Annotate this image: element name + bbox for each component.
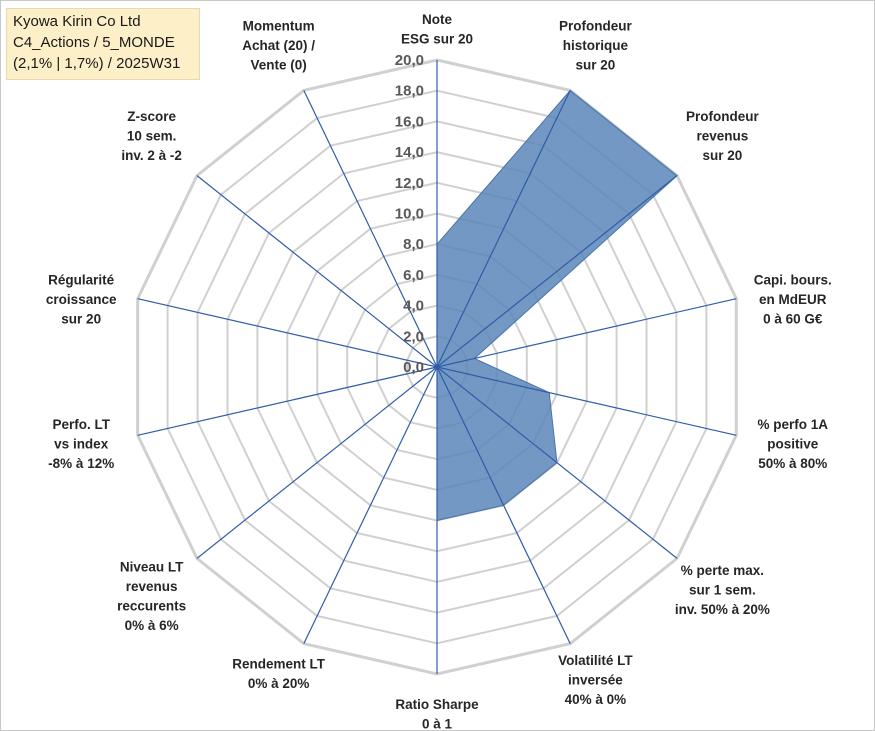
spoke-2 bbox=[436, 175, 678, 368]
axis-label-4-line-1: positive bbox=[767, 437, 819, 452]
axis-label-4: % perfo 1A positive 50% à 80% bbox=[758, 417, 829, 471]
chart-title-line-category: C4_Actions / 5_MONDE bbox=[13, 34, 175, 51]
axis-label-13-line-1: Achat (20) / bbox=[242, 38, 315, 53]
axis-label-3-line-0: Capi. bours. bbox=[754, 272, 832, 287]
axis-label-12-line-1: 10 sem. bbox=[127, 128, 177, 143]
spoke-6 bbox=[436, 366, 571, 644]
axis-label-7-line-0: Ratio Sharpe bbox=[395, 697, 479, 712]
tick-label-0: 0,0 bbox=[403, 359, 424, 376]
radar-tick-labels: 0,0 2,0 4,0 6,0 8,0 10,0 12,0 14,0 16,0 18,0 20,0 bbox=[395, 52, 424, 376]
axis-label-2-line-2: sur 20 bbox=[703, 148, 743, 163]
radar-series-area bbox=[294, 89, 678, 522]
axis-label-0: Note ESG sur 20 bbox=[401, 12, 473, 47]
tick-label-2: 4,0 bbox=[403, 298, 424, 315]
series-area-0 bbox=[294, 89, 678, 522]
axis-label-9-line-2: reccurents bbox=[117, 599, 186, 614]
axis-label-5-line-1: sur 1 sem. bbox=[689, 582, 756, 597]
spoke-13 bbox=[303, 90, 438, 368]
axis-label-1: Profondeur historique sur 20 bbox=[559, 19, 632, 73]
tick-label-7: 14,0 bbox=[395, 144, 424, 161]
axis-label-7-line-1: 0 à 1 bbox=[422, 717, 453, 731]
tick-label-6: 12,0 bbox=[395, 175, 424, 192]
axis-label-11-line-1: croissance bbox=[46, 292, 117, 307]
axis-label-4-line-0: % perfo 1A bbox=[758, 417, 829, 432]
tick-label-10: 20,0 bbox=[395, 52, 424, 69]
axis-label-4-line-2: 50% à 80% bbox=[758, 456, 827, 471]
chart-title-line-period: (2,1% | 1,7%) / 2025W31 bbox=[13, 55, 181, 72]
axis-label-6-line-2: 40% à 0% bbox=[565, 692, 627, 707]
axis-label-11: Régularité croissance sur 20 bbox=[46, 272, 117, 326]
axis-label-10-line-1: vs index bbox=[54, 437, 109, 452]
spoke-3 bbox=[436, 298, 737, 368]
spoke-11 bbox=[137, 298, 438, 368]
axis-label-10: Perfo. LT vs index -8% à 12% bbox=[48, 417, 114, 471]
axis-label-8-line-1: 0% à 20% bbox=[248, 676, 310, 691]
axis-label-5-line-2: inv. 50% à 20% bbox=[675, 602, 770, 617]
axis-label-11-line-0: Régularité bbox=[48, 272, 115, 287]
axis-label-9-line-1: revenus bbox=[126, 579, 178, 594]
chart-title-line-company: Kyowa Kirin Co Ltd bbox=[13, 13, 141, 30]
spoke-1 bbox=[436, 90, 571, 368]
spoke-10 bbox=[137, 366, 438, 436]
axis-label-2: Profondeur revenus sur 20 bbox=[686, 109, 759, 163]
axis-label-10-line-2: -8% à 12% bbox=[48, 456, 114, 471]
tick-label-1: 2,0 bbox=[403, 328, 424, 345]
axis-label-6-line-1: inversée bbox=[568, 673, 623, 688]
axis-label-13-line-2: Vente (0) bbox=[250, 58, 306, 73]
axis-label-1-line-1: historique bbox=[563, 38, 629, 53]
axis-label-2-line-0: Profondeur bbox=[686, 109, 759, 124]
axis-label-0-line-1: ESG sur 20 bbox=[401, 32, 473, 47]
radar-axis-labels: Note ESG sur 20 Profondeur historique sur 20… bbox=[46, 12, 832, 731]
axis-label-9-line-3: 0% à 6% bbox=[125, 618, 179, 633]
axis-label-1-line-0: Profondeur bbox=[559, 19, 632, 34]
axis-label-12: Z-score 10 sem. inv. 2 à -2 bbox=[121, 109, 182, 163]
axis-label-13-line-0: Momentum bbox=[243, 19, 315, 34]
axis-label-8: Rendement LT 0% à 20% bbox=[232, 656, 326, 691]
axis-label-8-line-0: Rendement LT bbox=[232, 656, 326, 671]
axis-label-1-line-2: sur 20 bbox=[576, 58, 616, 73]
tick-label-3: 6,0 bbox=[403, 267, 424, 284]
axis-label-12-line-2: inv. 2 à -2 bbox=[121, 148, 182, 163]
tick-label-4: 8,0 bbox=[403, 236, 424, 253]
axis-label-9-line-0: Niveau LT bbox=[120, 560, 184, 575]
axis-label-5-line-0: % perte max. bbox=[681, 563, 764, 578]
axis-label-0-line-0: Note bbox=[422, 12, 452, 27]
spoke-8 bbox=[303, 366, 438, 644]
axis-label-7: Ratio Sharpe 0 à 1 bbox=[395, 697, 479, 731]
axis-label-5: % perte max. sur 1 sem. inv. 50% à 20% bbox=[675, 563, 770, 617]
spoke-4 bbox=[436, 366, 737, 436]
spoke-12 bbox=[196, 175, 438, 368]
tick-label-9: 18,0 bbox=[395, 83, 424, 100]
axis-label-11-line-2: sur 20 bbox=[61, 311, 101, 326]
chart-title-box: Kyowa Kirin Co Ltd C4_Actions / 5_MONDE … bbox=[6, 8, 200, 80]
axis-label-9: Niveau LT revenus reccurents 0% à 6% bbox=[117, 560, 186, 634]
spoke-9 bbox=[196, 366, 438, 559]
axis-label-3-line-1: en MdEUR bbox=[759, 292, 827, 307]
axis-label-3-line-2: 0 à 60 G€ bbox=[763, 311, 823, 326]
axis-label-6-line-0: Volatilité LT bbox=[558, 653, 633, 668]
axis-label-3: Capi. bours. en MdEUR 0 à 60 G€ bbox=[754, 272, 832, 326]
axis-label-12-line-0: Z-score bbox=[127, 109, 176, 124]
axis-label-6: Volatilité LT inversée 40% à 0% bbox=[558, 653, 633, 707]
tick-label-8: 16,0 bbox=[395, 113, 424, 130]
axis-label-10-line-0: Perfo. LT bbox=[52, 417, 110, 432]
spoke-5 bbox=[436, 366, 678, 559]
radar-spokes bbox=[137, 60, 737, 674]
tick-label-5: 10,0 bbox=[395, 206, 424, 223]
axis-label-13: Momentum Achat (20) / Vente (0) bbox=[242, 19, 315, 73]
axis-label-2-line-1: revenus bbox=[697, 128, 749, 143]
